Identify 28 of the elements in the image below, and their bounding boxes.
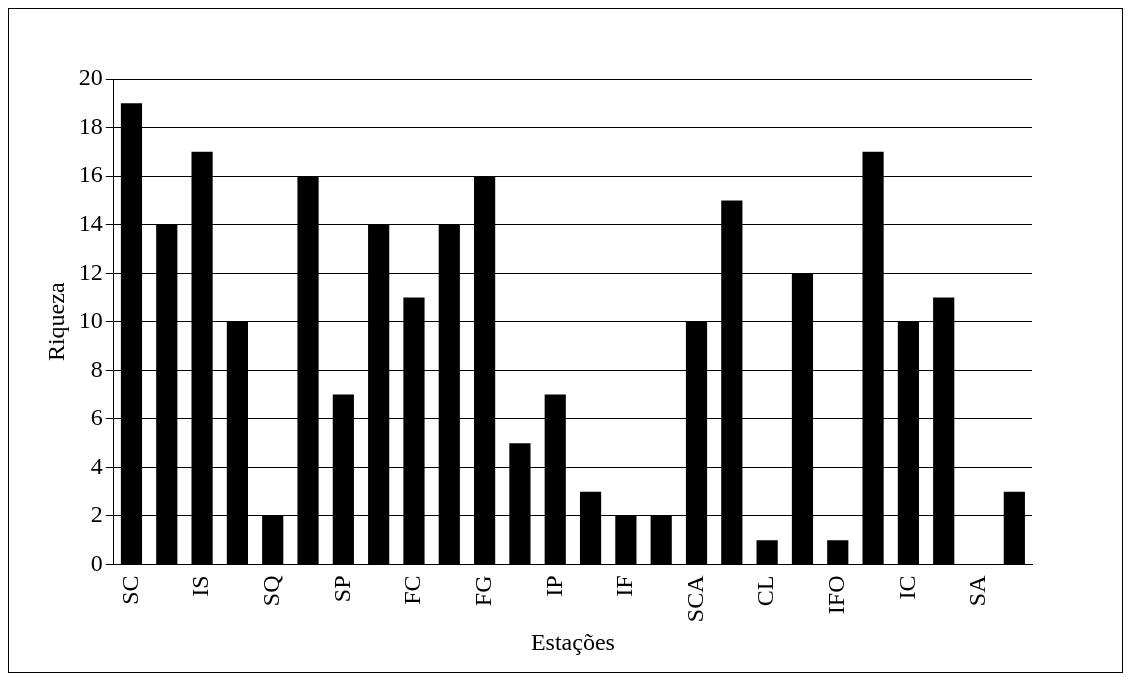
x-tick-label: IFO bbox=[823, 575, 850, 615]
x-tick-label: FC bbox=[399, 575, 426, 605]
x-tick-label: SC bbox=[116, 575, 143, 605]
y-axis-title: Riqueza bbox=[42, 282, 69, 362]
bar bbox=[827, 540, 849, 565]
y-tick-label: 18 bbox=[78, 112, 103, 139]
x-tick-label: FG bbox=[469, 575, 496, 607]
y-tick-label: 0 bbox=[90, 549, 103, 576]
y-tick-label: 4 bbox=[90, 452, 103, 479]
y-tick-label: 14 bbox=[78, 209, 103, 236]
x-tick-label: SP bbox=[328, 575, 355, 603]
x-tick-label: SQ bbox=[258, 575, 285, 607]
y-tick-label: 10 bbox=[78, 307, 103, 334]
x-tick-label: IC bbox=[893, 575, 920, 600]
x-tick-label: IS bbox=[187, 575, 214, 597]
x-tick-label: SA bbox=[964, 574, 991, 607]
x-tick-label: IF bbox=[611, 575, 638, 597]
x-axis-title: Estações bbox=[530, 628, 615, 655]
y-tick-label: 16 bbox=[78, 161, 103, 188]
x-tick-label: IP bbox=[540, 575, 567, 597]
x-tick-label: SCA bbox=[681, 574, 708, 623]
y-tick-label: 20 bbox=[78, 64, 103, 91]
y-tick-label: 12 bbox=[78, 258, 103, 285]
x-tick-label: CL bbox=[752, 575, 779, 607]
bar bbox=[756, 540, 778, 565]
y-tick-label: 6 bbox=[90, 404, 103, 431]
y-tick-label: 8 bbox=[90, 355, 103, 382]
y-tick-label: 2 bbox=[90, 501, 103, 528]
